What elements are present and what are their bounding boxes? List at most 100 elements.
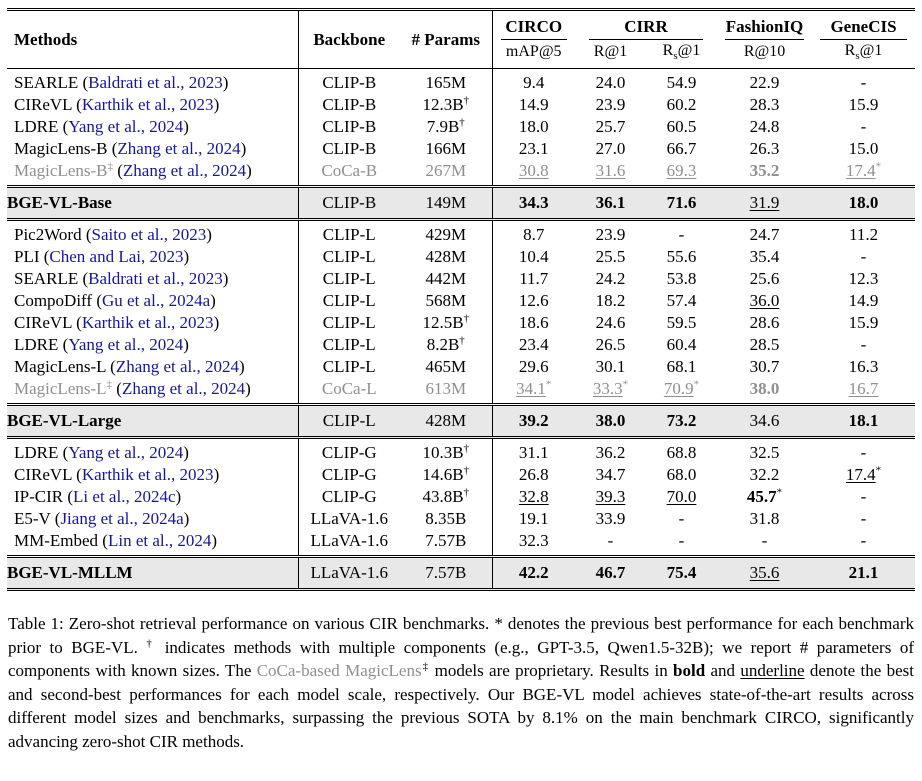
- cell-value: 8.7: [492, 220, 575, 247]
- table-row: MagicLens-L‡ (Zhang et al., 2024) CoCa-L 6…: [7, 378, 915, 405]
- metric-value: 23.9: [595, 95, 626, 115]
- citation-link[interactable]: Yang et al., 2024: [68, 335, 184, 355]
- table-row: LDRE (Yang et al., 2024) CLIP-G 10.3B† 31.1…: [7, 437, 915, 465]
- cell-value: 36.0: [717, 290, 812, 312]
- dagger-marker: †: [463, 464, 470, 477]
- cell-value: 21.1: [812, 555, 916, 592]
- citation-link[interactable]: Karthik et al., 2023: [81, 465, 214, 485]
- metric-value: 30.7: [749, 357, 780, 377]
- cell-backbone: CLIP-L: [322, 291, 376, 311]
- citation-link[interactable]: Li et al., 2024c: [73, 487, 176, 507]
- cell-value: 32.3: [492, 530, 575, 557]
- cell-value: 55.6: [646, 246, 717, 268]
- cell-value: 23.4: [492, 334, 575, 356]
- cell-method: BGE-VL-MLLM: [7, 555, 299, 592]
- dagger-marker: †: [463, 486, 470, 499]
- cell-params: 12.3B†: [400, 94, 493, 117]
- cell-value: -: [812, 438, 915, 465]
- caption-segment: ‡: [421, 660, 430, 673]
- col-header-methods: Methods: [7, 7, 299, 70]
- citation-link[interactable]: Jiang et al., 2024a: [60, 509, 184, 529]
- cell-value: 12.3: [812, 268, 915, 290]
- table-caption: Table 1: Zero-shot retrieval performance…: [8, 612, 914, 753]
- citation-link[interactable]: Saito et al., 2023: [91, 225, 207, 245]
- cell-value: -: [812, 334, 915, 356]
- cell-value: 23.1: [492, 138, 575, 160]
- method-name: CIReVL: [14, 313, 72, 333]
- header-row-groups: Methods Backbone # Params CIRCO CIRR Fas…: [7, 7, 916, 70]
- cell-method: PLI (Chen and Lai, 2023): [7, 246, 299, 269]
- cell-value: 33.3*: [575, 378, 646, 405]
- metric-value: 42.2: [518, 563, 549, 583]
- metric-value: -: [860, 509, 867, 529]
- cell-value: 70.0: [646, 486, 717, 508]
- table-row: MagicLens-L (Zhang et al., 2024) CLIP-L 46…: [7, 356, 915, 379]
- cell-value: 28.3: [717, 94, 812, 116]
- cell-params: 12.5B†: [400, 312, 493, 335]
- metric-value: 34.6: [749, 411, 780, 431]
- citation-link[interactable]: Yang et al., 2024: [68, 443, 184, 463]
- cell-params: 7.57B: [400, 555, 493, 592]
- cell-value: 34.3: [492, 185, 575, 222]
- double-dagger-marker: ‡: [106, 378, 113, 391]
- cell-params: 568M: [400, 290, 493, 313]
- group-header-fashioniq: FashionIQ: [717, 8, 813, 40]
- cell-params: 8.2B†: [400, 334, 493, 357]
- citation-link[interactable]: Karthik et al., 2023: [81, 95, 214, 115]
- metric-value: 38.0: [749, 379, 780, 399]
- cell-value: 31.9: [717, 185, 813, 222]
- metric-value: 32.8: [518, 487, 549, 507]
- citation-link[interactable]: Zhang et al., 2024: [115, 357, 240, 377]
- cell-value: 26.3: [717, 138, 812, 160]
- sub-header-genecis-rs1: Rs@1: [812, 40, 916, 70]
- cell-backbone: CLIP-G: [321, 443, 377, 463]
- star-marker: *: [545, 378, 552, 391]
- citation-link[interactable]: Zhang et al., 2024: [122, 161, 247, 181]
- cell-value: 15.0: [812, 138, 915, 160]
- citation-link[interactable]: Gu et al., 2024a: [102, 291, 211, 311]
- citation-link[interactable]: Karthik et al., 2023: [81, 313, 214, 333]
- group-header-genecis: GeneCIS: [812, 8, 916, 40]
- cell-value: 32.5: [717, 438, 812, 465]
- cell-backbone: CLIP-B: [298, 185, 400, 222]
- metric-value: 11.2: [848, 225, 879, 245]
- metric-value: 24.2: [595, 269, 626, 289]
- citation-link[interactable]: Zhang et al., 2024: [117, 139, 241, 159]
- citation-link[interactable]: Zhang et al., 2024: [121, 379, 246, 399]
- cell-backbone: CLIP-L: [322, 247, 376, 267]
- cell-method: CIReVL (Karthik et al., 2023): [7, 94, 299, 117]
- cell-backbone: CLIP-L: [322, 225, 376, 245]
- cell-value: -: [812, 486, 915, 508]
- group-label: GeneCIS: [820, 17, 908, 40]
- metric-value: 68.0: [666, 465, 697, 485]
- citation-link[interactable]: Baldrati et al., 2023: [88, 269, 223, 289]
- cell-backbone: CLIP-L: [322, 269, 376, 289]
- cell-value: 35.2: [717, 160, 812, 187]
- cell-params: 442M: [400, 268, 493, 291]
- citation-link[interactable]: Baldrati et al., 2023: [88, 73, 223, 93]
- cell-value: 32.8: [492, 486, 575, 508]
- highlight-row: BGE-VL-MLLM LLaVA-1.6 7.57B 42.2 46.7 75.4 35.…: [7, 555, 916, 592]
- metric-value: 38.0: [595, 411, 626, 431]
- metric-value: 31.6: [595, 161, 626, 181]
- cell-value: 34.7: [575, 464, 646, 486]
- cell-value: 19.1: [492, 508, 575, 530]
- metric-value: 32.5: [749, 443, 780, 463]
- caption-segment: †: [146, 637, 157, 650]
- caption-segment: models are proprietary. Results in: [429, 661, 674, 681]
- cell-method: MagicLens-L (Zhang et al., 2024): [7, 356, 299, 379]
- table-row: CIReVL (Karthik et al., 2023) CLIP-B 12.3B…: [7, 94, 915, 117]
- cell-value: 23.9: [575, 220, 646, 247]
- cell-params: 165M: [400, 68, 493, 95]
- cell-backbone: LLaVA-1.6: [310, 509, 389, 529]
- citation-link[interactable]: Yang et al., 2024: [68, 117, 184, 137]
- citation-link[interactable]: Chen and Lai, 2023: [49, 247, 184, 267]
- cell-value: 10.4: [492, 246, 575, 268]
- table-row: E5-V (Jiang et al., 2024a) LLaVA-1.6 8.35B…: [7, 508, 915, 531]
- cell-value: 14.9: [812, 290, 915, 312]
- cell-value: 71.6: [646, 185, 718, 222]
- metric-value: 33.9: [595, 509, 626, 529]
- metric-value: 8.7: [523, 225, 545, 245]
- metric-value: -: [860, 487, 867, 507]
- citation-link[interactable]: Lin et al., 2024: [107, 531, 212, 551]
